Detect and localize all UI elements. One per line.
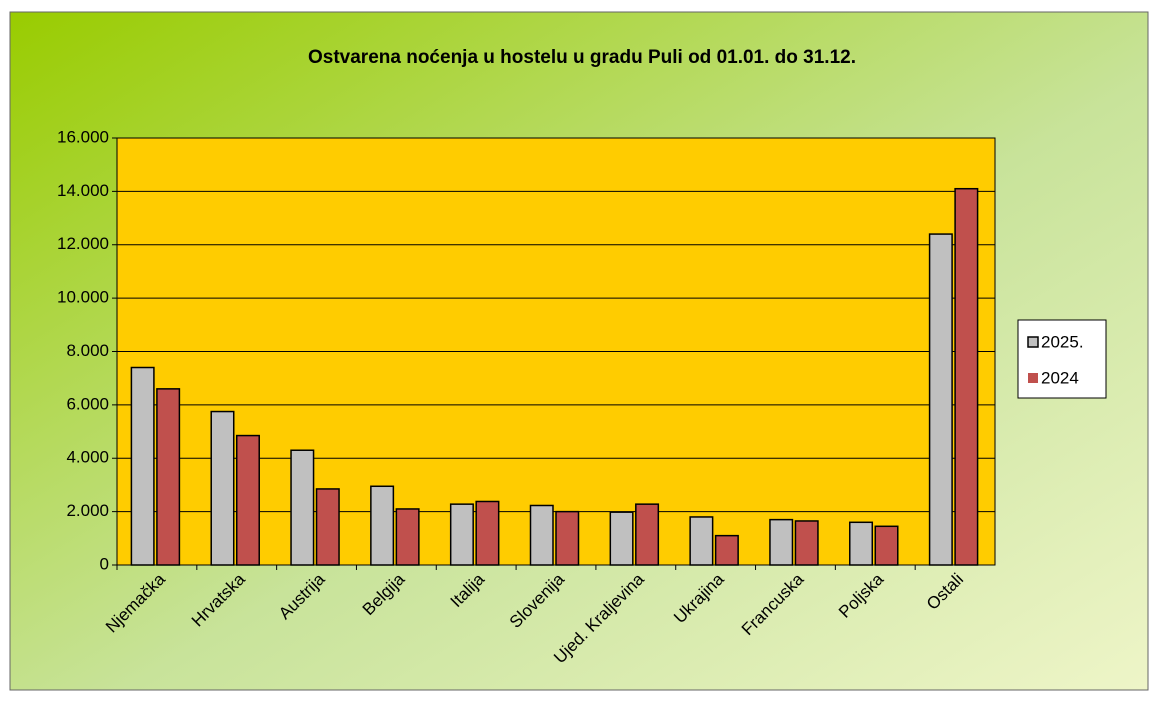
y-tick-label: 2.000 xyxy=(66,501,109,520)
y-tick-label: 12.000 xyxy=(57,234,109,253)
legend-label: 2025. xyxy=(1041,332,1084,351)
bar xyxy=(609,511,634,566)
y-tick-label: 4.000 xyxy=(66,448,109,467)
bar xyxy=(395,508,420,566)
bar xyxy=(315,488,340,566)
bar xyxy=(635,503,660,566)
bar xyxy=(954,187,979,566)
legend-swatch xyxy=(1027,336,1039,348)
y-tick-label: 16.000 xyxy=(57,127,109,146)
bar xyxy=(529,504,554,566)
bar xyxy=(235,434,260,566)
bar xyxy=(849,521,874,566)
bar xyxy=(555,510,580,566)
bar xyxy=(156,388,181,566)
bar xyxy=(370,485,395,566)
bar xyxy=(210,410,235,566)
legend-box xyxy=(1017,319,1107,399)
bar xyxy=(689,516,714,566)
bar xyxy=(794,520,819,566)
chart-title: Ostvarena noćenja u hostelu u gradu Puli… xyxy=(308,47,856,68)
bar xyxy=(130,366,155,566)
bar xyxy=(928,233,953,566)
bar xyxy=(475,500,500,566)
bar xyxy=(449,503,474,566)
y-tick-label: 0 xyxy=(100,554,109,573)
y-tick-label: 8.000 xyxy=(66,341,109,360)
bar xyxy=(769,518,794,566)
bar xyxy=(714,534,739,566)
y-tick-label: 6.000 xyxy=(66,394,109,413)
legend-label: 2024 xyxy=(1041,368,1079,387)
y-tick-label: 10.000 xyxy=(57,288,109,307)
legend-swatch xyxy=(1028,373,1038,383)
bar xyxy=(874,525,899,566)
bar xyxy=(290,449,315,566)
y-tick-label: 14.000 xyxy=(57,181,109,200)
